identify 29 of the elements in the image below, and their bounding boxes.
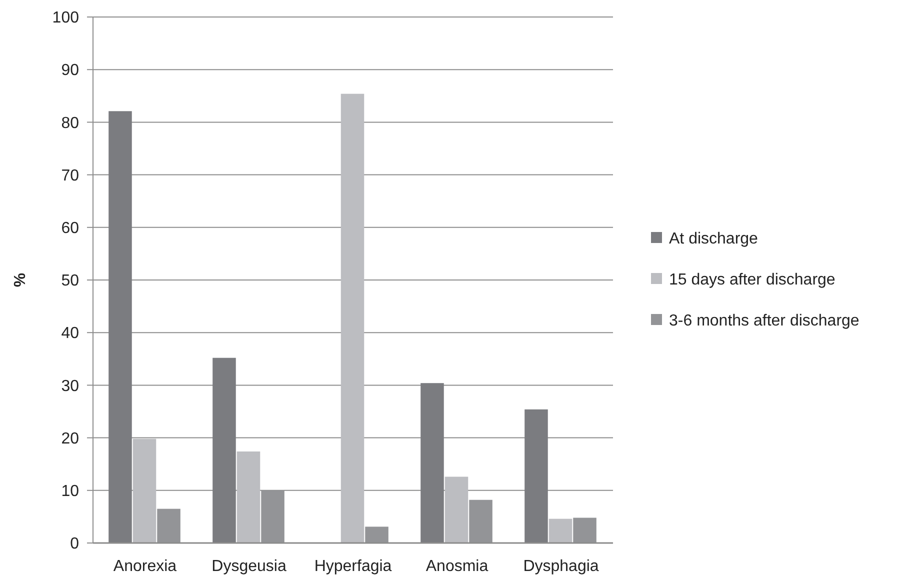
bar — [420, 383, 444, 543]
bar — [340, 94, 364, 543]
y-tick-label: 0 — [70, 536, 80, 553]
y-tick-label: 60 — [61, 220, 80, 237]
bar — [132, 438, 156, 543]
y-tick-label: 40 — [61, 325, 80, 342]
y-tick-label: 10 — [61, 483, 80, 500]
y-tick-label: 100 — [52, 10, 80, 27]
bar — [108, 111, 132, 543]
x-tick-label: Anosmia — [426, 558, 488, 575]
legend-label: 15 days after discharge — [669, 272, 836, 289]
bar — [444, 476, 468, 543]
x-tick-label: Dysphagia — [523, 558, 599, 575]
bar — [236, 451, 260, 543]
y-tick-label: 90 — [61, 62, 80, 80]
y-tick-label: 70 — [61, 167, 80, 184]
x-tick-label: Hyperfagia — [314, 558, 392, 575]
y-axis-title: % — [12, 272, 29, 288]
x-tick-label: Dysgeusia — [212, 558, 286, 575]
bar — [212, 358, 236, 543]
y-tick-label: 20 — [61, 430, 80, 448]
legend-label: At discharge — [669, 230, 758, 248]
bar — [548, 518, 572, 543]
y-tick-label: 50 — [61, 272, 80, 290]
x-tick-label: Anorexia — [113, 558, 177, 575]
legend-label: 3-6 months after discharge — [669, 312, 860, 330]
y-tick-label: 80 — [61, 114, 80, 132]
bar — [524, 409, 548, 543]
y-tick-label: 30 — [61, 378, 80, 395]
